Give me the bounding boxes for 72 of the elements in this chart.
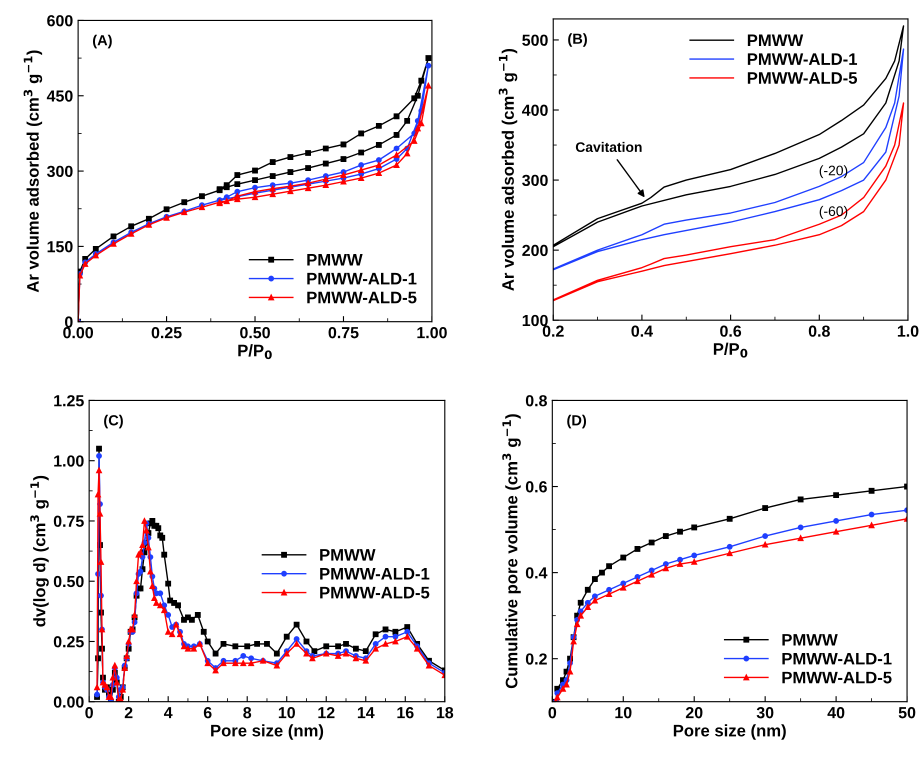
annotation: (C) [104,414,123,428]
y-tick-label: 0.4 [526,567,548,579]
x-tick-label: 1.00 [417,327,447,338]
y-axis-title: dv(log d) (cm$^{3}$ g$^{−1}$) [30,476,49,627]
x-axis-title: P/P$_{0}$ [714,342,748,358]
x-tick-label: 12 [318,707,334,718]
legend-label: PMWW-ALD-5 [748,72,858,84]
legend-label: PMWW-ALD-5 [320,586,430,599]
x-tick-label: 18 [436,707,454,718]
y-tick-label: 0.6 [526,481,547,492]
x-tick-label: 16 [397,707,414,718]
y-tick-label: 0.50 [54,576,84,588]
y-tick-label: 0.8 [526,395,547,406]
x-tick-label: 14 [358,707,375,718]
x-tick-label: 10 [278,707,295,718]
legend-label: PMWW [748,34,804,46]
x-tick-label: 0.50 [240,327,270,338]
x-tick-label: 40 [827,707,844,718]
y-axis-title: Ar volume adsorbed (cm$^{3}$ g$^{−1}$) [24,50,42,292]
y-tick-label: 300 [46,166,73,178]
x-tick-label: 50 [898,707,916,718]
y-tick-label: 0.2 [526,653,547,665]
legend-label: PMWW [307,254,363,266]
x-tick-label: 2 [124,707,132,718]
x-tick-label: 4 [164,707,173,718]
legend-label: PMWW-ALD-1 [748,53,858,65]
y-tick-label: 1.00 [54,455,84,467]
x-tick-label: 0.00 [63,327,94,338]
y-tick-label: 0.25 [54,636,84,648]
legend-label: PMWW [320,549,376,561]
annotation: (D) [567,414,586,428]
x-tick-label: 0.8 [808,325,830,337]
x-tick-label: 0 [548,707,556,718]
y-tick-label: 300 [522,174,548,186]
legend-label: PMWW-ALD-1 [782,652,892,664]
x-tick-label: 0.4 [631,325,653,337]
x-axis-title: P/P$_{0}$ [238,344,272,360]
annotation: (A) [92,34,112,48]
x-axis-title: Pore size (nm) [674,724,786,740]
legend-label: PMWW-ALD-5 [782,672,892,684]
y-tick-label: 500 [522,34,548,46]
legend-label: PMWW-ALD-1 [307,272,416,284]
y-tick-label: 200 [522,244,548,256]
y-tick-label: 600 [47,15,73,26]
legend-label: PMWW-ALD-5 [307,292,416,304]
x-tick-label: 8 [243,707,252,718]
x-tick-label: 30 [756,707,774,718]
y-axis-title: Ar volume adsorbed (cm$^{3}$ g$^{−1}$) [498,48,518,291]
y-tick-label: 0 [65,316,73,328]
y-tick-label: 0.75 [54,516,84,527]
x-tick-label: 1.0 [898,325,918,337]
x-tick-label: 0.25 [152,327,182,338]
y-tick-label: 100 [522,314,548,326]
x-tick-label: 0 [85,707,93,718]
y-tick-label: 1.25 [54,395,84,406]
legend-label: PMWW-ALD-1 [320,568,430,580]
x-tick-label: 6 [204,707,212,718]
x-tick-label: 20 [686,707,702,718]
x-tick-label: 0.2 [542,325,564,337]
annotation: Cavitation [576,142,642,152]
x-tick-label: 0.6 [720,325,742,337]
x-axis-title: Pore size (nm) [211,724,324,740]
y-axis-title: Cumulative pore volume (cm$^{3}$ g$^{−1}$) [502,414,521,688]
y-tick-label: 450 [46,90,73,102]
y-tick-label: 150 [48,241,73,252]
annotation: (-20) [820,165,848,178]
annotation: (B) [568,33,587,47]
y-tick-label: 0.00 [54,696,84,708]
x-tick-label: 0.75 [328,327,359,338]
legend-label: PMWW [782,634,838,646]
x-tick-label: 10 [615,707,632,718]
y-tick-label: 400 [522,104,548,116]
